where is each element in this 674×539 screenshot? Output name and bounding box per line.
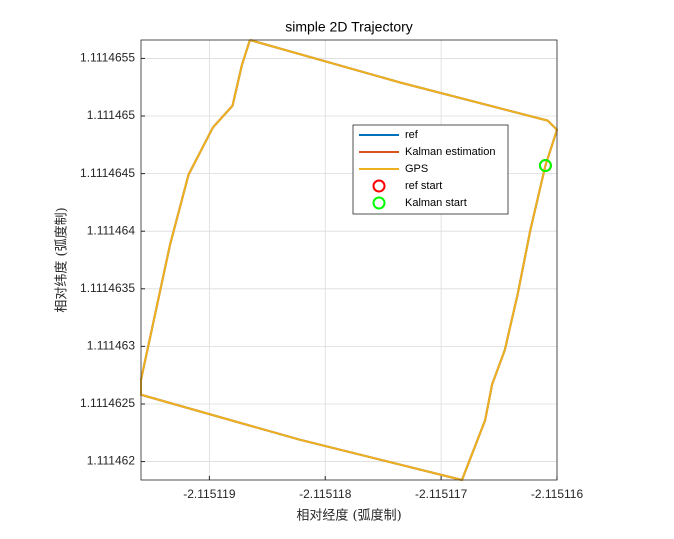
x-tick-label: -2.115116 xyxy=(531,487,584,501)
legend-label: ref start xyxy=(405,180,442,192)
y-tick-label: 1.111463 xyxy=(87,339,136,353)
y-tick-label: 1.1114655 xyxy=(80,51,135,65)
trajectory-line xyxy=(140,39,558,481)
legend-label: GPS xyxy=(405,163,428,175)
y-tick-label: 1.111464 xyxy=(87,223,136,237)
x-axis-label: 相对经度 (弧度制) xyxy=(296,508,401,524)
y-tick-label: 1.111465 xyxy=(87,108,136,122)
ticks: -2.115119 -2.115118 -2.115117 -2.115116 1.11… xyxy=(80,51,583,502)
x-tick-label: -2.115119 xyxy=(183,487,236,501)
plot-lines xyxy=(140,39,558,481)
axes-box xyxy=(140,39,558,481)
legend-label: Kalman estimation xyxy=(405,146,496,158)
legend: ref Kalman estimation GPS ref start Kalman s… xyxy=(352,124,509,215)
start-marker xyxy=(538,159,552,173)
legend-swatch xyxy=(372,179,386,193)
y-tick-label: 1.1114645 xyxy=(80,166,135,180)
y-tick-label: 1.1114625 xyxy=(80,396,135,410)
legend-swatch xyxy=(372,196,386,210)
y-tick-label: 1.111462 xyxy=(87,454,136,468)
legend-label: ref xyxy=(405,129,419,141)
x-tick-label: -2.115117 xyxy=(415,487,468,501)
y-tick-label: 1.1114635 xyxy=(80,281,135,295)
y-axis-label: 相对纬度 (弧度制) xyxy=(54,207,70,312)
legend-label: Kalman start xyxy=(405,197,467,209)
chart-title: simple 2D Trajectory xyxy=(285,19,413,35)
x-tick-label: -2.115118 xyxy=(299,487,352,501)
